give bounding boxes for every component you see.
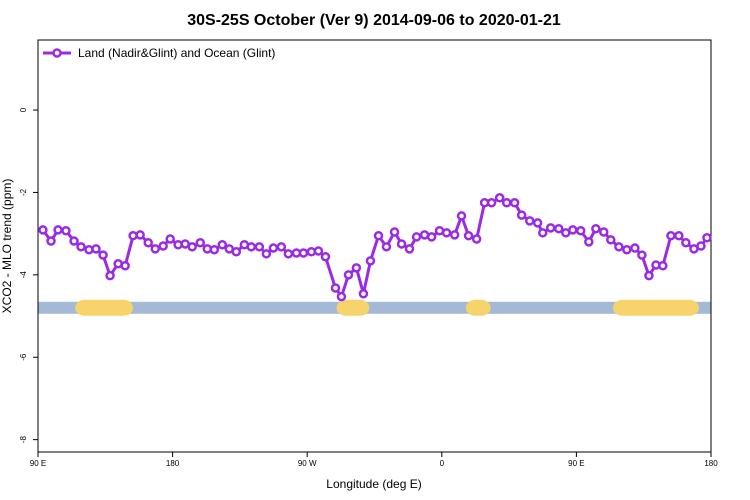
band-highlight-round	[465, 299, 491, 316]
data-point	[702, 233, 712, 243]
data-point	[389, 227, 400, 237]
band	[38, 301, 711, 314]
data-point	[674, 230, 684, 241]
data-point	[150, 244, 161, 254]
x-tick-label: 90 E	[568, 459, 584, 468]
data-point	[509, 197, 520, 208]
data-point	[591, 223, 601, 234]
data-line	[41, 196, 709, 301]
data-point	[53, 225, 63, 235]
data-point	[330, 283, 341, 293]
band-highlight-round	[75, 299, 134, 316]
data-point	[98, 250, 108, 260]
y-tick-label: -6	[19, 353, 28, 361]
data-point	[105, 270, 115, 281]
data-point	[516, 210, 527, 220]
data-point	[38, 225, 48, 235]
data-point	[524, 216, 535, 226]
data-point	[404, 244, 415, 254]
data-point	[575, 226, 586, 236]
y-tick-label: -4	[19, 271, 28, 279]
data-point	[449, 230, 460, 240]
data-point	[456, 211, 467, 221]
data-point	[538, 228, 548, 238]
data-point	[298, 248, 309, 258]
legend-marker	[52, 48, 62, 58]
data-point	[351, 263, 362, 273]
data-point	[471, 234, 482, 244]
chart-title: 30S-25S October (Ver 9) 2014-09-06 to 20…	[187, 12, 561, 29]
data-point	[554, 223, 564, 234]
data-point	[644, 270, 654, 281]
data-point	[441, 228, 452, 238]
data-point	[622, 244, 632, 255]
data-point	[246, 242, 257, 252]
data-point	[463, 230, 474, 241]
x-tick-label: 180	[704, 459, 718, 468]
data-point	[91, 244, 101, 254]
data-point	[46, 236, 56, 246]
data-point	[373, 230, 384, 241]
y-tick-label: 0	[19, 107, 28, 112]
data-point	[135, 230, 145, 240]
data-point	[69, 236, 79, 246]
data-point	[486, 197, 497, 208]
data-point	[630, 243, 640, 253]
data-point	[381, 242, 392, 252]
y-axis-label: XCO2 - MLO trend (ppm)	[0, 179, 14, 314]
data-point	[501, 197, 512, 208]
plot-frame	[37, 39, 712, 453]
x-tick-label: 180	[166, 459, 180, 468]
data-point	[231, 247, 242, 257]
data-point	[195, 237, 206, 248]
data-point	[165, 234, 175, 244]
data-point	[254, 242, 265, 252]
data-point	[268, 243, 279, 253]
data-point	[120, 261, 130, 271]
data-point	[365, 256, 376, 266]
data-point	[76, 242, 86, 252]
data-point	[276, 242, 287, 252]
data-point	[568, 225, 578, 235]
band-highlight-round	[336, 299, 370, 316]
data-point	[606, 235, 616, 245]
data-point	[696, 241, 706, 251]
data-point	[532, 218, 543, 228]
data-point	[143, 237, 153, 248]
data-point	[614, 242, 624, 252]
data-point	[584, 237, 594, 247]
x-tick-label: 90 E	[30, 459, 46, 468]
y-tick-label: -8	[19, 436, 28, 444]
data-point	[658, 261, 668, 271]
data-point	[599, 227, 609, 237]
data-point	[681, 237, 691, 248]
data-point	[217, 240, 228, 250]
y-tick-label: -2	[19, 188, 28, 196]
data-point	[637, 250, 647, 260]
data-point	[61, 226, 71, 236]
x-tick-label: 90 W	[298, 459, 317, 468]
data-point	[545, 223, 556, 233]
data-point	[187, 242, 197, 252]
data-point	[396, 239, 407, 249]
data-point	[494, 193, 505, 203]
data-point	[358, 289, 369, 299]
data-point	[411, 232, 422, 242]
band-highlight-round	[612, 299, 700, 316]
data-point	[209, 244, 220, 255]
data-point	[261, 249, 272, 259]
data-point	[666, 230, 676, 241]
data-point	[320, 251, 331, 262]
data-point	[336, 291, 347, 302]
data-point	[158, 241, 168, 251]
data-point	[313, 246, 324, 256]
data-point	[283, 249, 294, 259]
x-axis-label: Longitude (deg E)	[326, 477, 421, 491]
legend-label: Land (Nadir&Glint) and Ocean (Glint)	[78, 46, 275, 60]
data-point	[426, 232, 437, 242]
data-point	[343, 270, 354, 280]
x-tick-label: 0	[440, 459, 445, 468]
